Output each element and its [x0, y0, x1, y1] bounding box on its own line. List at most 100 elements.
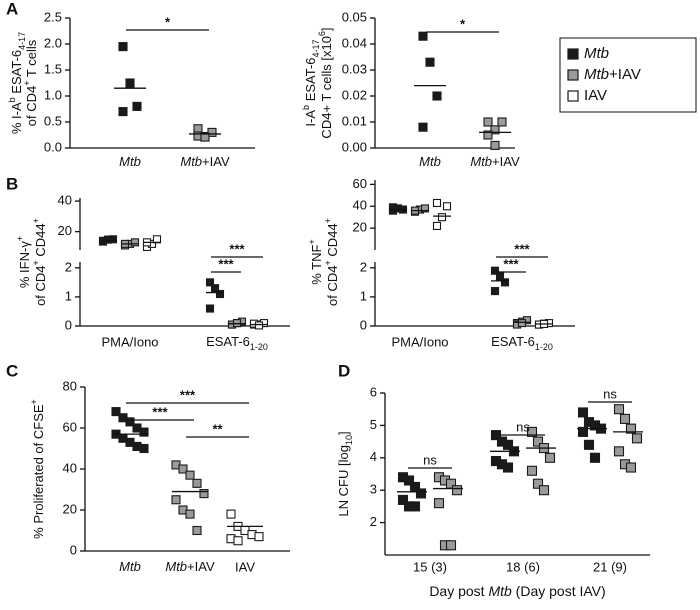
data-point — [409, 501, 421, 512]
data-point — [490, 266, 500, 275]
panel-label: D — [338, 361, 350, 380]
y-tick-label: 1 — [360, 288, 367, 303]
data-point — [98, 237, 108, 246]
text-part: Mtb — [180, 154, 202, 169]
significance-label: ** — [212, 421, 223, 436]
data-point — [132, 101, 142, 111]
text-part: + — [31, 218, 41, 223]
y-tick-label: 0.02 — [342, 87, 367, 102]
y-tick-label: 0.01 — [342, 113, 367, 128]
significance-label: *** — [180, 387, 196, 402]
data-point — [185, 509, 195, 519]
data-point — [108, 235, 118, 244]
text-part: LN CFU [log — [336, 445, 351, 517]
text-part: Mtb — [419, 154, 441, 169]
text-part: + — [323, 218, 333, 223]
x-tick-label: IAV — [235, 559, 255, 574]
data-point — [210, 284, 220, 293]
text-part: ESAT-6 — [206, 334, 250, 349]
data-point — [125, 78, 135, 88]
y-tick-label: 20 — [353, 220, 367, 235]
y-tick-label: 0 — [70, 542, 77, 557]
y-tick-label: 60 — [63, 419, 77, 434]
data-point — [192, 525, 202, 536]
y-axis-label: I-Ab ESAT-64-17 — [301, 39, 321, 126]
text-part: ESAT-6 — [491, 334, 535, 349]
y-tick-label: 2 — [360, 259, 367, 274]
data-point — [205, 278, 215, 287]
text-part: + — [22, 80, 32, 85]
data-point — [125, 417, 135, 427]
y-tick-label: 40 — [58, 192, 72, 207]
text-part: + — [323, 260, 333, 265]
text-part: ] — [336, 431, 351, 435]
x-tick-label: 21 (9) — [593, 559, 627, 574]
data-point — [495, 272, 505, 281]
significance-label: ns — [423, 452, 437, 467]
data-point — [432, 198, 442, 208]
y-tick-label: 2 — [65, 259, 72, 274]
significance-label: *** — [229, 241, 245, 256]
text-part: 4-17 — [17, 32, 27, 50]
text-part: T cells — [24, 39, 39, 80]
text-part: CD44 — [33, 223, 48, 260]
y-axis-label: of CD4+ T cells — [22, 39, 39, 126]
text-part: ESAT-6 — [9, 50, 24, 97]
data-point — [490, 287, 500, 296]
legend-label: IAV — [584, 87, 607, 104]
text-part: ESAT-6 — [303, 57, 318, 104]
y-tick-label: 20 — [63, 501, 77, 516]
text-part: (Day post IAV) — [512, 583, 606, 599]
data-point — [139, 443, 149, 454]
data-point — [538, 485, 550, 496]
data-point — [613, 446, 625, 457]
data-point — [437, 213, 447, 222]
x-tick-label: PMA/Iono — [101, 334, 158, 349]
x-tick-label: PMA/Iono — [391, 334, 448, 349]
text-part: 1-20 — [250, 342, 268, 352]
text-part: % TNF — [309, 244, 324, 284]
x-tick-label: Mtb+IAV — [470, 154, 520, 169]
y-tick-label: 20 — [58, 223, 72, 238]
x-tick-label: Mtb+IAV — [180, 154, 230, 169]
data-point — [613, 404, 625, 415]
significance-label: *** — [218, 256, 234, 271]
data-point — [589, 452, 601, 463]
y-axis-label: of CD4+ CD44+ — [323, 218, 340, 306]
y-tick-label: 4 — [370, 449, 377, 464]
y-tick-label: 0.5 — [44, 113, 62, 128]
data-point — [500, 278, 510, 287]
significance-label: *** — [514, 241, 530, 256]
panel-label: A — [6, 0, 18, 18]
legend-marker — [567, 90, 579, 102]
y-axis-label: % IFN-γ+ — [15, 236, 32, 288]
text-part: b — [7, 97, 17, 102]
y-tick-label: 1.0 — [44, 87, 62, 102]
data-point — [502, 462, 514, 473]
legend-box — [559, 37, 697, 113]
data-point — [192, 478, 202, 488]
y-tick-label: 6 — [370, 384, 377, 399]
data-point — [532, 478, 544, 489]
data-point — [171, 495, 181, 505]
y-axis-label: % TNF+ — [307, 239, 324, 284]
y-tick-label: 0.00 — [342, 139, 367, 154]
data-point — [517, 319, 527, 328]
y-tick-label: 80 — [63, 378, 77, 393]
data-point — [118, 42, 128, 52]
data-point — [207, 127, 217, 137]
text-part: 6 — [317, 31, 327, 36]
data-point — [403, 475, 415, 486]
text-part: + — [15, 236, 25, 241]
y-tick-label: 40 — [63, 460, 77, 475]
y-axis-label: % I-Ab ESAT-64-17 — [7, 32, 27, 134]
text-part: Mtb — [488, 583, 512, 599]
data-point — [185, 470, 195, 480]
y-tick-label: 2 — [370, 514, 377, 529]
data-point — [619, 413, 631, 424]
data-point — [420, 204, 430, 213]
legend-marker — [567, 48, 579, 60]
y-tick-label: 0 — [360, 317, 367, 332]
x-axis-label: Day post Mtb (Day post IAV) — [429, 583, 605, 599]
text-part: Day post — [429, 583, 488, 599]
